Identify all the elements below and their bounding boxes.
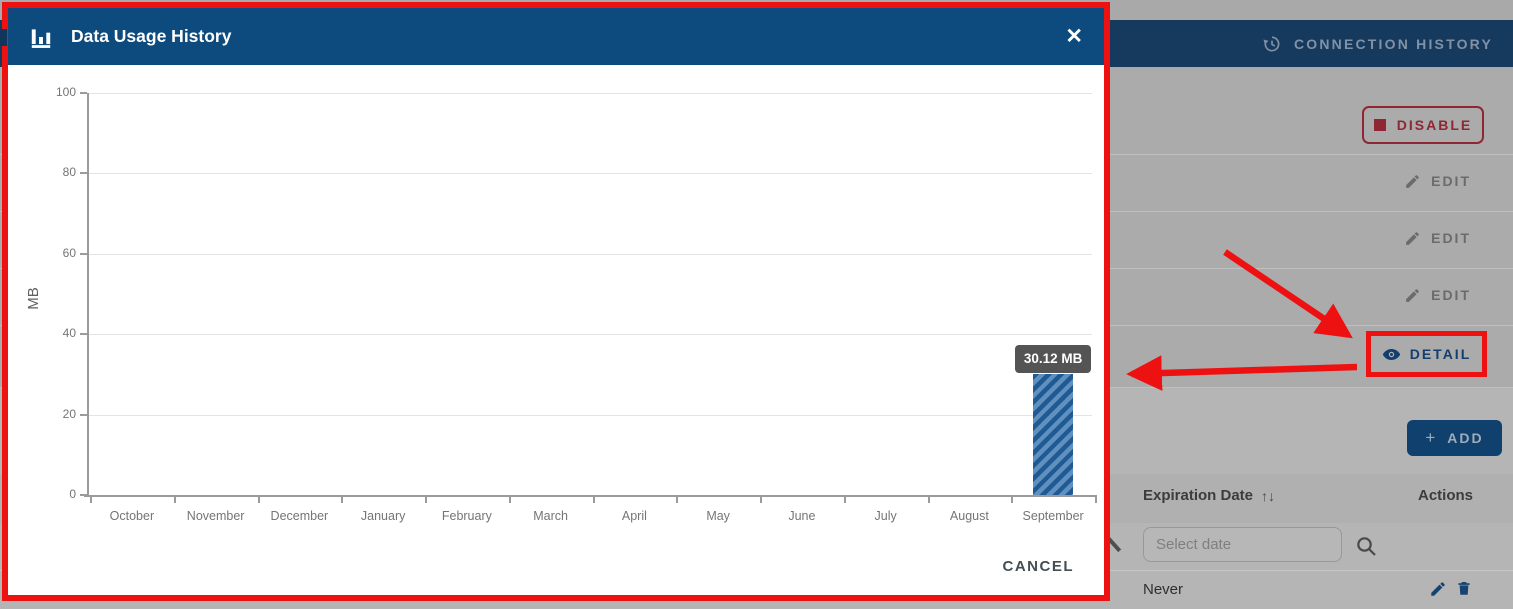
eye-icon bbox=[1382, 348, 1400, 360]
edit-button-1[interactable]: EDIT bbox=[1404, 170, 1471, 192]
bar-tooltip: 30.12 MB bbox=[1015, 344, 1092, 373]
annotation-box-detail: DETAIL bbox=[1366, 331, 1487, 377]
stop-square-icon bbox=[1373, 119, 1386, 131]
table-row-expiration-value: Never bbox=[1143, 581, 1184, 598]
data-usage-history-modal: Data Usage History ✕ MB CANCEL 0 20 40 60 80… bbox=[2, 2, 1110, 601]
background-sliver bbox=[0, 29, 7, 46]
gridline bbox=[89, 334, 1092, 336]
column-header-actions: Actions bbox=[1417, 487, 1473, 504]
y-tick-label: 60 bbox=[62, 245, 76, 260]
gridline bbox=[89, 173, 1092, 175]
x-tick-label: December bbox=[270, 509, 329, 523]
plus-icon: + bbox=[1425, 428, 1438, 447]
disable-label: DISABLE bbox=[1396, 117, 1473, 133]
x-tick-label: July bbox=[874, 509, 897, 523]
add-label: ADD bbox=[1447, 430, 1484, 446]
edit-button-3[interactable]: EDIT bbox=[1404, 284, 1471, 306]
modal-title: Data Usage History bbox=[71, 26, 232, 46]
x-tick-label: June bbox=[788, 509, 816, 523]
chart-canvas: MB CANCEL 0 20 40 60 80 100 October November Dec… bbox=[8, 65, 1104, 595]
bar-chart-icon bbox=[31, 28, 51, 48]
y-tick-mark bbox=[80, 333, 87, 336]
pencil-icon bbox=[1406, 174, 1419, 188]
add-button[interactable]: + ADD bbox=[1407, 420, 1502, 456]
sort-icon[interactable]: ↑↓ bbox=[1261, 487, 1276, 504]
y-axis-title: MB bbox=[24, 287, 42, 310]
y-tick-label: 100 bbox=[55, 85, 76, 99]
y-tick-mark bbox=[80, 494, 87, 496]
x-tick-mark bbox=[592, 497, 595, 503]
edit-label: EDIT bbox=[1431, 287, 1471, 303]
edit-label: EDIT bbox=[1431, 173, 1471, 189]
x-tick-label: March bbox=[533, 509, 568, 523]
edit-row-icon[interactable] bbox=[1429, 580, 1447, 598]
x-tick-mark bbox=[425, 497, 427, 503]
delete-row-icon[interactable] bbox=[1455, 579, 1473, 597]
close-icon[interactable]: ✕ bbox=[1065, 25, 1083, 48]
gridline bbox=[89, 414, 1092, 416]
gridline bbox=[89, 93, 1092, 94]
x-tick-mark bbox=[927, 497, 930, 503]
pencil-icon bbox=[1406, 231, 1419, 245]
y-tick-label: 20 bbox=[62, 406, 76, 421]
x-tick-label: August bbox=[949, 509, 989, 523]
x-tick-mark bbox=[843, 497, 846, 503]
expiration-date-label: Expiration Date bbox=[1143, 487, 1254, 504]
y-tick-mark bbox=[80, 172, 87, 175]
y-tick-label: 80 bbox=[62, 165, 76, 180]
x-axis-line bbox=[84, 495, 1097, 497]
edit-label: EDIT bbox=[1431, 230, 1471, 246]
history-icon bbox=[1263, 36, 1280, 51]
y-tick-mark bbox=[80, 252, 87, 255]
search-icon[interactable] bbox=[1354, 534, 1378, 558]
y-axis-line bbox=[87, 93, 89, 497]
modal-header: Data Usage History ✕ bbox=[8, 8, 1104, 65]
x-tick-label: November bbox=[186, 509, 245, 523]
x-tick-mark bbox=[90, 497, 92, 503]
detail-label: DETAIL bbox=[1409, 346, 1472, 362]
detail-button[interactable]: DETAIL bbox=[1382, 345, 1472, 364]
y-tick-mark bbox=[80, 413, 87, 416]
x-tick-mark bbox=[173, 497, 176, 503]
cancel-button[interactable]: CANCEL bbox=[1002, 558, 1074, 575]
x-tick-mark bbox=[760, 497, 762, 503]
connection-history-label: CONNECTION HISTORY bbox=[1293, 35, 1493, 52]
x-tick-mark bbox=[257, 497, 260, 503]
y-tick-label: 40 bbox=[62, 326, 76, 341]
x-tick-label: April bbox=[621, 509, 647, 523]
y-tick-label: 0 bbox=[69, 487, 76, 501]
pencil-icon bbox=[1406, 288, 1419, 302]
gridline bbox=[89, 253, 1092, 255]
x-tick-mark bbox=[676, 497, 679, 503]
select-date-input[interactable] bbox=[1143, 527, 1342, 562]
x-tick-label: February bbox=[441, 509, 492, 523]
column-header-expiration-date: Expiration Date ↑↓ bbox=[1143, 487, 1275, 504]
x-tick-mark bbox=[1011, 497, 1014, 503]
x-tick-mark bbox=[1095, 497, 1097, 503]
y-tick-mark bbox=[80, 92, 87, 94]
x-tick-label: May bbox=[706, 509, 730, 523]
x-tick-label: October bbox=[109, 509, 155, 523]
disable-button[interactable]: DISABLE bbox=[1362, 106, 1484, 144]
x-tick-label: January bbox=[360, 509, 406, 523]
x-tick-mark bbox=[508, 497, 511, 503]
x-tick-mark bbox=[341, 497, 344, 503]
x-tick-label: September bbox=[1022, 509, 1084, 523]
edit-button-2[interactable]: EDIT bbox=[1404, 227, 1471, 249]
bar-september[interactable] bbox=[1033, 373, 1074, 495]
